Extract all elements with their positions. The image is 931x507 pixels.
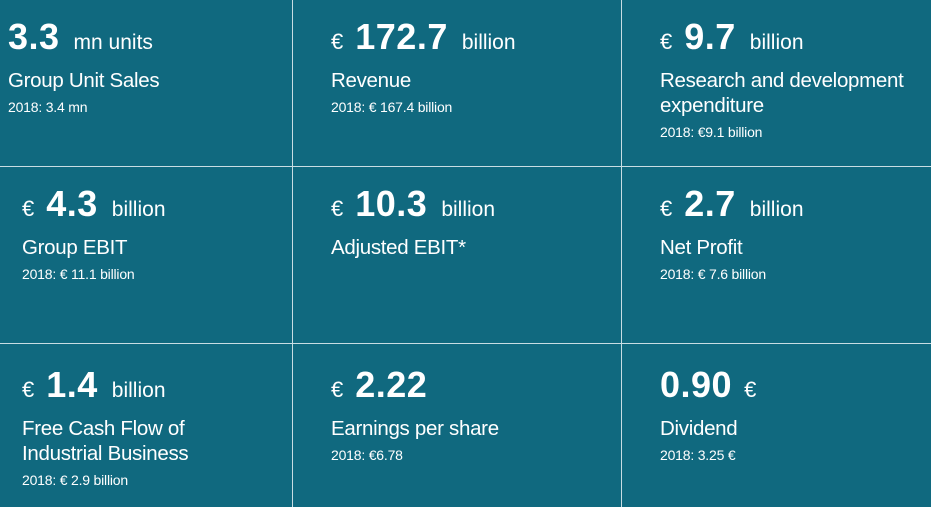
kpi-tile-free-cash-flow: € 1.4 billion Free Cash Flow of Industri… [0, 344, 292, 507]
kpi-label-line: Earnings per share [331, 417, 499, 440]
kpi-unit: billion [111, 198, 166, 221]
kpi-label-line: Net Profit [660, 236, 743, 259]
euro-currency-symbol: € [331, 29, 344, 54]
kpi-figure: € 4.3 billion [22, 183, 292, 229]
kpi-unit: billion [111, 379, 166, 402]
kpi-label-line: Research and development [660, 69, 904, 92]
kpi-label-line: Industrial Business [22, 442, 189, 465]
kpi-comparison: 2018: 3.25 € [660, 447, 736, 463]
kpi-value: 1.4 [46, 364, 98, 405]
kpi-figure: 3.3 mn units [8, 16, 292, 62]
kpi-comparison: 2018: € 167.4 billion [331, 99, 453, 115]
kpi-label-line: Free Cash Flow of [22, 417, 185, 440]
kpi-value: 3.3 [8, 16, 60, 57]
kpi-label: Revenue [331, 68, 621, 93]
kpi-unit: billion [749, 31, 804, 54]
kpi-figure: € 1.4 billion [22, 364, 292, 410]
euro-currency-symbol: € [660, 29, 673, 54]
kpi-figure: € 10.3 billion [331, 183, 621, 229]
kpi-comparison: 2018: € 2.9 billion [22, 472, 128, 488]
kpi-value: 9.7 [684, 16, 736, 57]
kpi-tile-earnings-per-share: € 2.22 Earnings per share 2018: €6.78 [293, 344, 621, 507]
kpi-unit: billion [749, 198, 804, 221]
kpi-label-line: expenditure [660, 94, 764, 117]
kpi-value: 0.90 [660, 364, 733, 405]
euro-currency-symbol: € [22, 377, 35, 402]
kpi-label: Net Profit [660, 235, 931, 260]
kpi-label: Adjusted EBIT* [331, 235, 621, 260]
kpi-tile-revenue: € 172.7 billion Revenue 2018: € 167.4 bi… [293, 0, 621, 166]
kpi-figure: 0.90 € [660, 364, 931, 410]
kpi-label-line: Group EBIT [22, 236, 128, 259]
kpi-comparison: 2018: € 11.1 billion [22, 266, 135, 282]
kpi-label: Dividend [660, 416, 931, 441]
kpi-label-line: Group Unit Sales [8, 69, 160, 92]
euro-currency-symbol: € [660, 196, 673, 221]
kpi-tile-adjusted-ebit: € 10.3 billion Adjusted EBIT* [293, 167, 621, 343]
kpi-value: 4.3 [46, 183, 98, 224]
euro-currency-symbol: € [744, 377, 757, 402]
kpi-figure: € 2.22 [331, 364, 621, 410]
kpi-label-line: Revenue [331, 69, 411, 92]
kpi-label-line: Dividend [660, 417, 738, 440]
kpi-label-line: Adjusted EBIT* [331, 236, 466, 259]
kpi-tile-group-unit-sales: 3.3 mn units Group Unit Sales 2018: 3.4 … [0, 0, 292, 166]
kpi-comparison: 2018: €9.1 billion [660, 124, 763, 140]
kpi-label: Group Unit Sales [8, 68, 292, 93]
kpi-label: Research and development expenditure [660, 68, 931, 118]
euro-currency-symbol: € [331, 377, 344, 402]
euro-currency-symbol: € [22, 196, 35, 221]
kpi-label: Group EBIT [22, 235, 292, 260]
kpi-comparison: 2018: € 7.6 billion [660, 266, 766, 282]
kpi-figure: € 9.7 billion [660, 16, 931, 62]
kpi-value: 2.7 [684, 183, 736, 224]
kpi-tile-group-ebit: € 4.3 billion Group EBIT 2018: € 11.1 bi… [0, 167, 292, 343]
euro-currency-symbol: € [331, 196, 344, 221]
kpi-figure: € 2.7 billion [660, 183, 931, 229]
kpi-comparison: 2018: €6.78 [331, 447, 403, 463]
kpi-unit: billion [441, 198, 496, 221]
kpi-value: 2.22 [355, 364, 428, 405]
kpi-value: 172.7 [355, 16, 448, 57]
kpi-value: 10.3 [355, 183, 428, 224]
kpi-label: Earnings per share [331, 416, 621, 441]
kpi-unit: mn units [73, 31, 153, 54]
kpi-figure: € 172.7 billion [331, 16, 621, 62]
kpi-unit: billion [461, 31, 516, 54]
kpi-tile-research-development: € 9.7 billion Research and development e… [622, 0, 931, 166]
kpi-tile-net-profit: € 2.7 billion Net Profit 2018: € 7.6 bil… [622, 167, 931, 343]
kpi-tile-dividend: 0.90 € Dividend 2018: 3.25 € [622, 344, 931, 507]
kpi-label: Free Cash Flow of Industrial Business [22, 416, 292, 466]
kpi-comparison: 2018: 3.4 mn [8, 99, 88, 115]
